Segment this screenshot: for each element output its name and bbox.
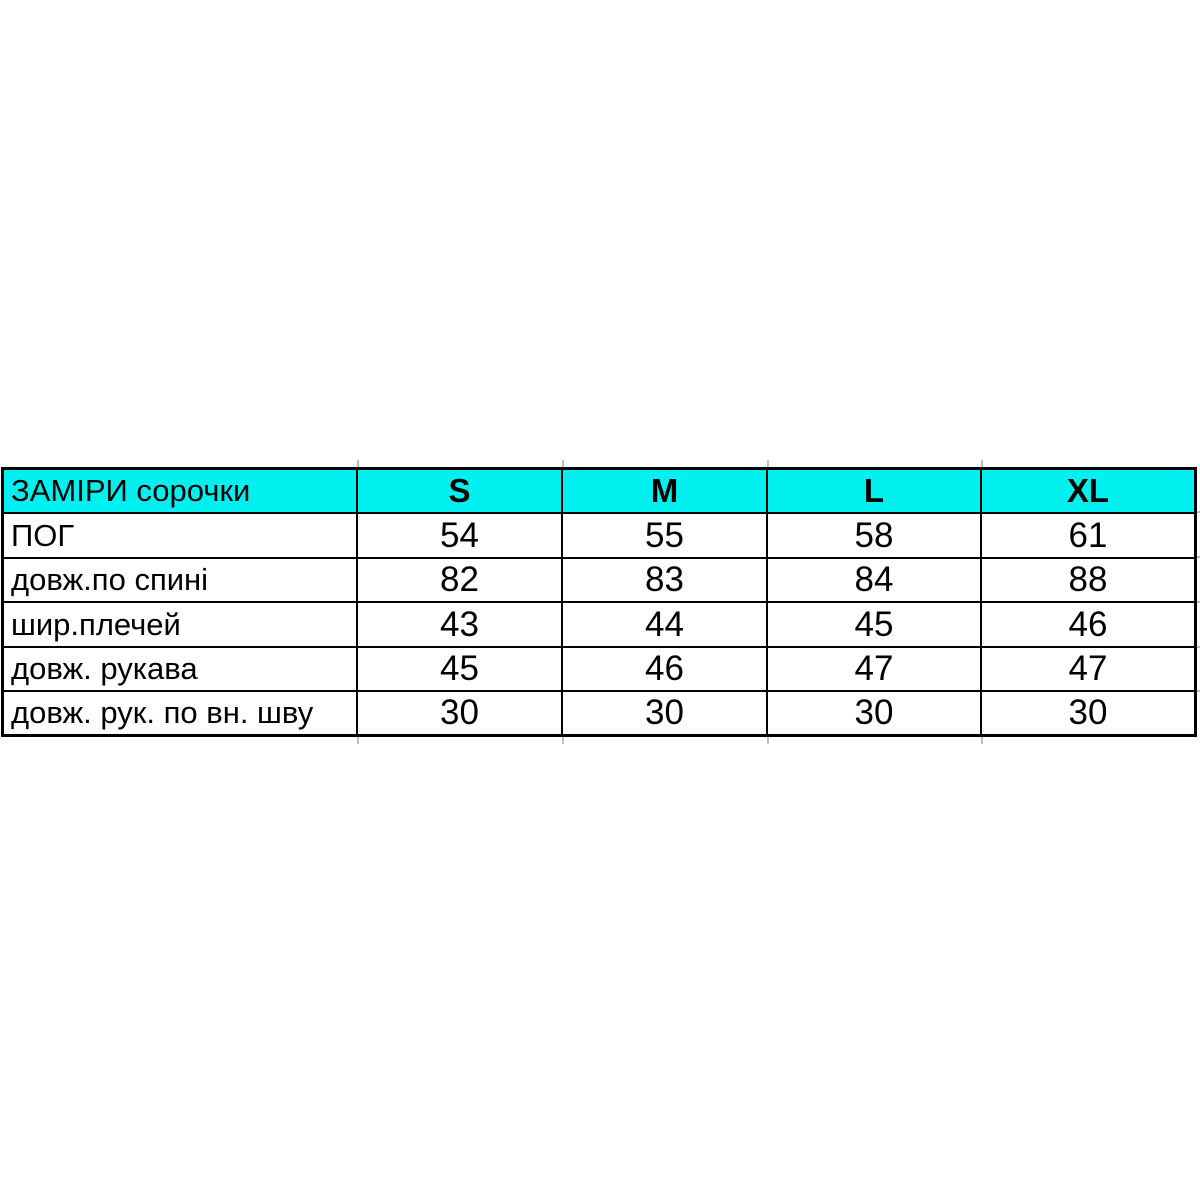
value-cell: 30 xyxy=(982,692,1194,734)
gridline-tick xyxy=(357,737,359,744)
value-cell: 46 xyxy=(563,648,766,690)
gridline-tick xyxy=(981,460,983,467)
value-cell: 61 xyxy=(982,514,1194,557)
gridline-tick xyxy=(767,460,769,467)
value-cell: 88 xyxy=(982,559,1194,601)
value-cell: 82 xyxy=(358,559,561,601)
gridline-tick xyxy=(1197,556,1200,558)
header-title-cell: ЗАМІРИ сорочки xyxy=(4,470,356,512)
row-label-shoulder-width: шир.плечей xyxy=(4,603,356,646)
row-label-pog: ПОГ xyxy=(4,514,356,557)
value-cell: 83 xyxy=(563,559,766,601)
value-cell: 54 xyxy=(358,514,561,557)
value-cell: 45 xyxy=(768,603,980,646)
gridline-tick xyxy=(981,737,983,744)
value-cell: 45 xyxy=(358,648,561,690)
value-cell: 47 xyxy=(768,648,980,690)
value-cell: 44 xyxy=(563,603,766,646)
row-label-sleeve-length: довж. рукава xyxy=(4,648,356,690)
gridline-tick xyxy=(562,737,564,744)
value-cell: 58 xyxy=(768,514,980,557)
header-size-l: L xyxy=(768,470,980,512)
value-cell: 47 xyxy=(982,648,1194,690)
gridline-tick xyxy=(357,460,359,467)
row-label-sleeve-inner-seam: довж. рук. по вн. шву xyxy=(4,692,356,734)
gridline-tick xyxy=(1197,511,1200,513)
gridline-tick xyxy=(1197,690,1200,692)
value-cell: 43 xyxy=(358,603,561,646)
value-cell: 46 xyxy=(982,603,1194,646)
value-cell: 30 xyxy=(358,692,561,734)
value-cell: 30 xyxy=(563,692,766,734)
row-label-back-length: довж.по спині xyxy=(4,559,356,601)
header-size-m: M xyxy=(563,470,766,512)
header-size-xl: XL xyxy=(982,470,1194,512)
size-chart: ЗАМІРИ сорочки S M L XL ПОГ 54 55 58 61 … xyxy=(1,460,1200,744)
gridline-tick xyxy=(1197,646,1200,648)
gridline-tick xyxy=(1197,601,1200,603)
gridline-tick xyxy=(562,460,564,467)
size-table: ЗАМІРИ сорочки S M L XL ПОГ 54 55 58 61 … xyxy=(1,467,1197,737)
header-size-s: S xyxy=(358,470,561,512)
gridline-tick xyxy=(767,737,769,744)
value-cell: 30 xyxy=(768,692,980,734)
value-cell: 55 xyxy=(563,514,766,557)
value-cell: 84 xyxy=(768,559,980,601)
